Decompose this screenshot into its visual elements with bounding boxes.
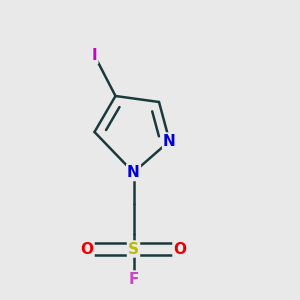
Text: O: O bbox=[80, 242, 94, 256]
Text: F: F bbox=[128, 272, 139, 286]
Text: N: N bbox=[163, 134, 176, 148]
Text: S: S bbox=[128, 242, 139, 256]
Text: N: N bbox=[127, 165, 140, 180]
Text: I: I bbox=[92, 48, 97, 63]
Text: O: O bbox=[173, 242, 187, 256]
